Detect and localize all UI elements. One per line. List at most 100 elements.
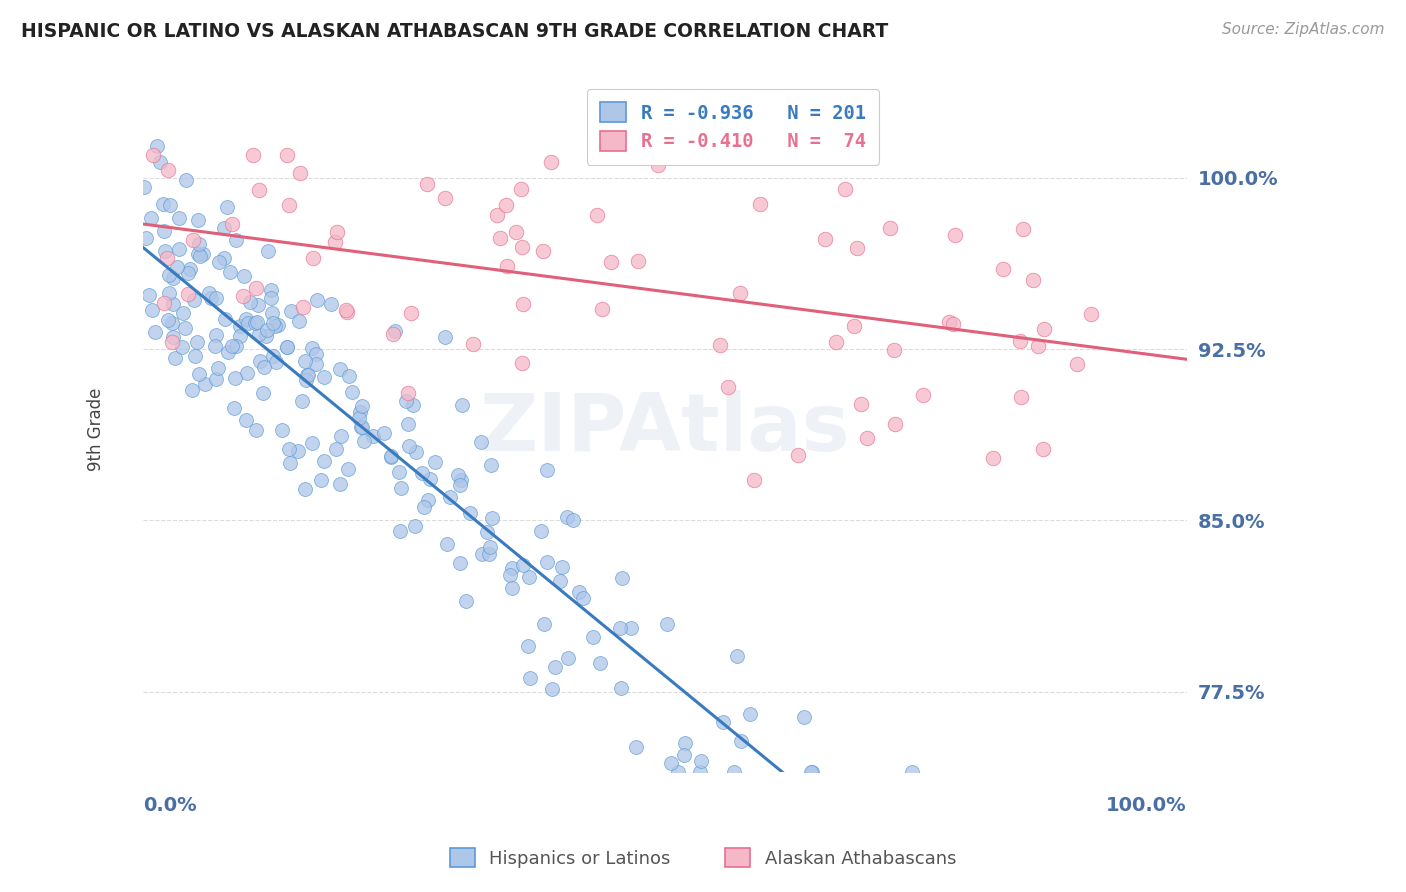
Point — [278, 456, 301, 470]
Point — [1080, 307, 1102, 321]
Point — [167, 211, 190, 226]
Point — [134, 179, 156, 194]
Point — [856, 431, 879, 445]
Point — [479, 458, 502, 472]
Point — [188, 367, 211, 381]
Point — [449, 477, 471, 491]
Point — [257, 244, 280, 258]
Point — [319, 297, 342, 311]
Point — [291, 393, 314, 408]
Point — [253, 359, 276, 374]
Point — [382, 326, 405, 341]
Point — [505, 225, 527, 239]
Point — [1010, 334, 1032, 348]
Point — [314, 370, 336, 384]
Text: 9th Grade: 9th Grade — [87, 387, 105, 471]
Point — [384, 325, 406, 339]
Point — [155, 244, 177, 258]
Point — [288, 313, 311, 327]
Point — [844, 318, 866, 333]
Point — [373, 426, 395, 441]
Point — [510, 357, 533, 371]
Point — [242, 148, 264, 162]
Point — [264, 355, 287, 369]
Point — [221, 339, 243, 353]
Point — [294, 483, 316, 497]
Point — [478, 540, 501, 554]
Point — [609, 681, 631, 695]
Point — [246, 316, 269, 330]
Point — [501, 561, 523, 575]
Point — [517, 570, 540, 584]
Point — [221, 217, 243, 231]
Point — [254, 328, 277, 343]
Point — [486, 208, 509, 222]
Point — [434, 329, 457, 343]
Point — [232, 269, 254, 284]
Point — [163, 351, 186, 366]
Point — [162, 330, 184, 344]
Point — [181, 233, 204, 247]
Point — [235, 311, 257, 326]
Point — [450, 473, 472, 487]
Point — [610, 571, 633, 585]
Point — [395, 393, 418, 408]
Point — [405, 445, 427, 459]
Point — [557, 651, 579, 665]
Point — [387, 465, 409, 479]
Point — [689, 764, 711, 779]
Point — [177, 286, 200, 301]
Point — [256, 323, 278, 337]
Point — [160, 335, 183, 350]
Point — [305, 357, 328, 371]
Text: HISPANIC OR LATINO VS ALASKAN ATHABASCAN 9TH GRADE CORRELATION CHART: HISPANIC OR LATINO VS ALASKAN ATHABASCAN… — [21, 22, 889, 41]
Text: ZIPAtlas: ZIPAtlas — [479, 390, 851, 468]
Point — [191, 246, 214, 260]
Point — [204, 339, 226, 353]
Point — [200, 291, 222, 305]
Point — [204, 372, 226, 386]
Point — [388, 524, 411, 539]
Point — [738, 707, 761, 722]
Point — [187, 213, 209, 227]
Point — [834, 182, 856, 196]
Point — [471, 547, 494, 561]
Point — [205, 328, 228, 343]
Point — [572, 591, 595, 606]
Point — [329, 477, 352, 491]
Point — [214, 311, 236, 326]
Point — [162, 270, 184, 285]
Point — [499, 568, 522, 582]
Point — [198, 286, 221, 301]
Point — [229, 318, 252, 333]
Point — [744, 474, 766, 488]
Point — [326, 225, 349, 239]
Point — [157, 286, 180, 301]
Point — [1032, 442, 1054, 456]
Point — [181, 383, 204, 397]
Point — [247, 326, 270, 341]
Point — [205, 291, 228, 305]
Point — [350, 420, 373, 434]
Point — [337, 368, 360, 383]
Point — [1022, 273, 1045, 287]
Point — [793, 710, 815, 724]
Point — [260, 291, 283, 305]
Point — [461, 337, 484, 351]
Point — [170, 340, 193, 354]
Point — [246, 298, 269, 312]
Point — [243, 316, 266, 330]
Point — [555, 509, 578, 524]
Point — [436, 536, 458, 550]
Point — [247, 183, 270, 197]
Point — [297, 368, 319, 382]
Point — [419, 472, 441, 486]
Point — [626, 740, 648, 755]
Point — [533, 616, 555, 631]
Point — [215, 200, 238, 214]
Point — [845, 241, 868, 255]
Point — [561, 513, 583, 527]
Point — [531, 244, 554, 258]
Point — [301, 341, 323, 355]
Point — [235, 413, 257, 427]
